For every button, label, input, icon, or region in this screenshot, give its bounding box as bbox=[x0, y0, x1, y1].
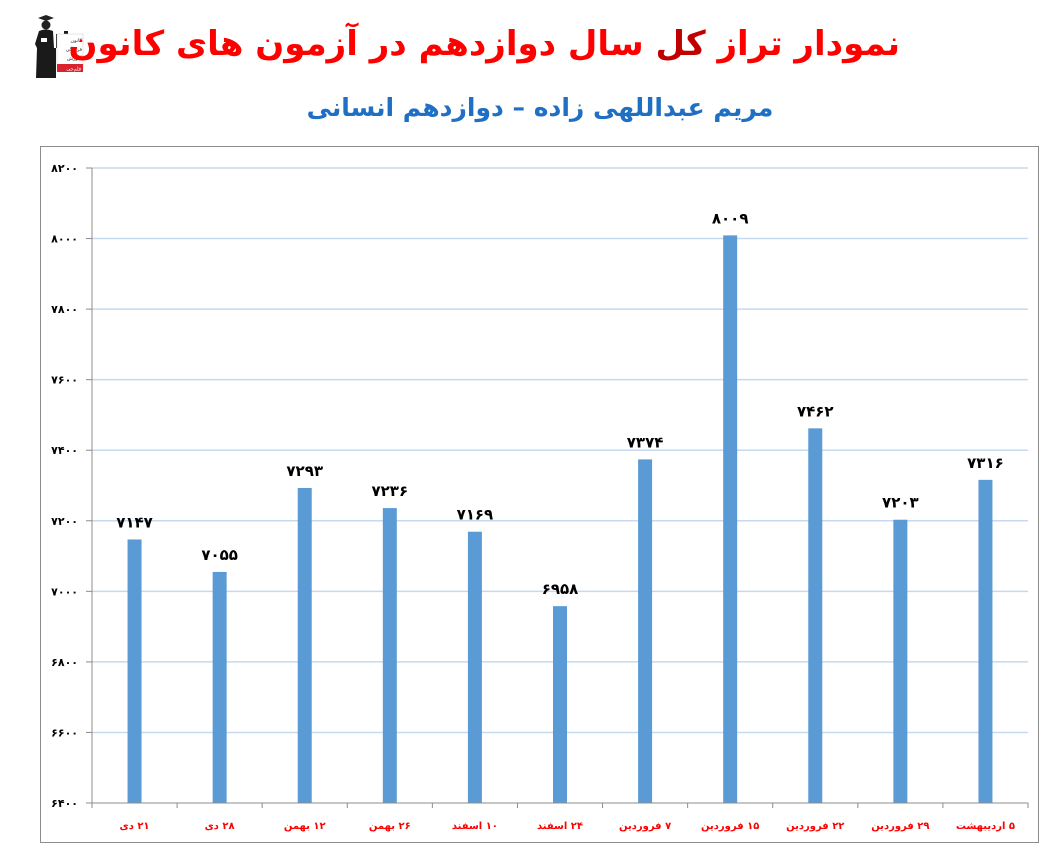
x-category-label: ۲۶ بهمن bbox=[369, 821, 411, 832]
x-category-label: ۱۲ بهمن bbox=[284, 821, 326, 832]
bar bbox=[553, 606, 567, 803]
bars bbox=[127, 235, 993, 803]
svg-text:قلم‌چی: قلم‌چی bbox=[66, 67, 81, 73]
x-category-label: ۲۱ دی bbox=[120, 821, 150, 832]
data-label: ۷۲۹۳ bbox=[286, 462, 323, 480]
bar bbox=[893, 519, 908, 803]
svg-text:فرهنگی: فرهنگی bbox=[66, 46, 83, 53]
x-category-label: ۱۵ فروردین bbox=[701, 821, 759, 832]
bar bbox=[723, 235, 738, 803]
bar bbox=[297, 487, 312, 803]
y-tick-label: ۷۸۰۰ bbox=[51, 303, 78, 316]
data-label: ۷۱۴۷ bbox=[116, 513, 153, 531]
x-category-label: ۵ اردیبهشت bbox=[956, 821, 1015, 832]
y-tick-label: ۶۴۰۰ bbox=[51, 797, 78, 810]
y-tick-label: ۷۲۰۰ bbox=[51, 515, 78, 528]
data-label: ۷۱۶۹ bbox=[457, 506, 494, 524]
y-tick-label: ۸۰۰۰ bbox=[51, 233, 78, 246]
bar bbox=[382, 508, 397, 803]
chart-frame bbox=[40, 146, 1039, 843]
title-part-2: کل bbox=[655, 24, 706, 64]
bar bbox=[638, 459, 653, 803]
y-axis-labels: ۶۴۰۰ ۶۶۰۰ ۶۸۰۰ ۷۰۰۰ ۷۲۰۰ ۷۴۰۰ ۷۶۰۰ ۷۸۰۰ ۸۰۰۰ ۸۲۰۰ bbox=[51, 162, 78, 810]
x-category-label: ۲۸ دی bbox=[205, 821, 235, 832]
data-label: ۷۳۷۴ bbox=[627, 433, 664, 451]
title-part-3: سال دوازدهم در آزمون های کانون bbox=[68, 24, 644, 64]
svg-text:آموزش: آموزش bbox=[67, 55, 83, 62]
bar bbox=[127, 539, 142, 803]
x-axis-labels: ۲۱ دی ۲۸ دی ۱۲ بهمن ۲۶ بهمن ۱۰ اسفند ۲۴ اسفند… bbox=[120, 821, 1015, 832]
y-tick-label: ۸۲۰۰ bbox=[51, 162, 78, 175]
svg-text:کانون: کانون bbox=[70, 38, 82, 44]
y-tick-label: ۷۴۰۰ bbox=[51, 444, 78, 457]
x-category-label: ۲۲ فروردین bbox=[786, 821, 844, 832]
x-category-label: ۲۴ اسفند bbox=[537, 821, 583, 832]
data-label: ۷۴۶۲ bbox=[797, 402, 834, 420]
axes bbox=[86, 167, 1029, 808]
bar bbox=[808, 428, 823, 803]
data-label: ۸۰۰۹ bbox=[712, 209, 749, 227]
data-label: ۶۹۵۸ bbox=[542, 580, 579, 598]
bar bbox=[212, 571, 227, 803]
bar bbox=[978, 479, 993, 803]
y-tick-label: ۷۰۰۰ bbox=[51, 585, 78, 598]
y-tick-label: ۷۶۰۰ bbox=[51, 374, 78, 387]
chart-subtitle: مریم عبداللهی زاده – دوازدهم انسانی bbox=[306, 93, 774, 122]
data-label: ۷۰۵۵ bbox=[201, 546, 238, 564]
chart-title: نمودار تراز کل سال دوازدهم در آزمون های … bbox=[68, 18, 900, 70]
graduate-teacher-icon: کانون فرهنگی آموزش قلم‌چی bbox=[35, 15, 84, 78]
data-label: ۷۲۰۳ bbox=[882, 494, 919, 512]
x-category-label: ۱۰ اسفند bbox=[452, 821, 498, 832]
x-category-label: ۷ فروردین bbox=[619, 821, 671, 832]
y-tick-label: ۶۸۰۰ bbox=[51, 656, 78, 669]
data-labels: ۷۱۴۷ ۷۰۵۵ ۷۲۹۳ ۷۲۳۶ ۷۱۶۹ ۶۹۵۸ ۷۳۷۴ ۸۰۰۹ ۷۴۶۲ ۷۲۰۳… bbox=[116, 209, 1004, 598]
title-part-1: نمودار تراز bbox=[717, 24, 900, 64]
x-category-label: ۲۹ فروردین bbox=[871, 821, 929, 832]
bar bbox=[467, 531, 482, 803]
data-label: ۷۳۱۶ bbox=[967, 454, 1004, 472]
y-tick-label: ۶۶۰۰ bbox=[51, 726, 78, 739]
logo: کانون فرهنگی آموزش قلم‌چی bbox=[34, 14, 84, 80]
data-label: ۷۲۳۶ bbox=[372, 482, 409, 500]
